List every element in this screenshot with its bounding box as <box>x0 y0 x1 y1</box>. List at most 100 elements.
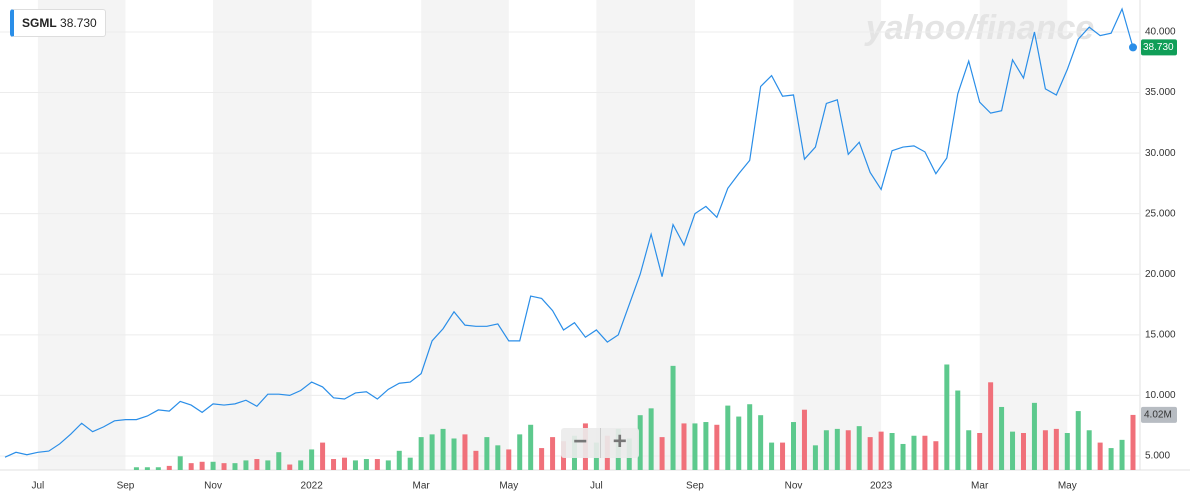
x-tick-label: May <box>1058 481 1077 492</box>
volume-bar <box>298 460 304 470</box>
volume-bar <box>133 467 139 470</box>
volume-bar <box>418 437 424 470</box>
volume-bar <box>1031 402 1037 470</box>
volume-bar <box>309 449 315 470</box>
volume-bar <box>232 463 238 470</box>
volume-bar <box>265 460 271 470</box>
volume-bar <box>144 467 150 470</box>
volume-bar <box>977 433 983 470</box>
x-tick-label: Nov <box>204 481 222 492</box>
volume-bar <box>1086 430 1092 470</box>
x-tick-label: Mar <box>413 481 431 492</box>
volume-bar <box>462 434 468 470</box>
volume-bar <box>1130 414 1136 470</box>
volume-bar <box>867 437 873 470</box>
volume-bar <box>736 416 742 470</box>
volume-bar <box>889 433 895 470</box>
volume-bar <box>878 431 884 470</box>
volume-bar <box>648 408 654 470</box>
background-band <box>213 0 312 470</box>
volume-bar <box>517 434 523 470</box>
background-band <box>596 0 695 470</box>
volume-bar <box>966 430 972 470</box>
volume-bar <box>451 438 457 470</box>
volume-bar <box>243 460 249 470</box>
volume-bar <box>758 415 764 470</box>
volume-bar <box>944 364 950 470</box>
x-tick-label: 2023 <box>870 481 893 492</box>
volume-bar <box>747 404 753 470</box>
background-band <box>421 0 509 470</box>
volume-bar <box>1053 428 1059 470</box>
volume-bar <box>856 426 862 470</box>
volume-bar <box>287 464 293 470</box>
zoom-controls: − + <box>561 428 639 458</box>
background-band <box>793 0 882 470</box>
y-tick-label: 10.000 <box>1145 390 1176 401</box>
volume-bar <box>440 428 446 470</box>
volume-bar <box>539 448 545 470</box>
y-tick-label: 5.000 <box>1145 451 1170 462</box>
volume-bar <box>988 382 994 470</box>
volume-bar <box>681 423 687 470</box>
x-tick-label: 2022 <box>301 481 324 492</box>
price-line <box>4 7 1134 458</box>
ticker-legend: SGML 38.730 <box>10 9 106 37</box>
y-tick-label: 20.000 <box>1145 269 1176 280</box>
volume-last-label: 4.02M <box>1144 410 1172 421</box>
volume-bar <box>385 460 391 470</box>
x-tick-label: Sep <box>117 481 135 492</box>
volume-bar <box>637 415 643 470</box>
volume-bar <box>199 461 205 470</box>
volume-bar <box>429 434 435 470</box>
price-label-box <box>1141 39 1177 56</box>
volume-bar <box>1108 448 1114 470</box>
volume-bar <box>670 365 676 470</box>
volume-bar <box>484 437 490 470</box>
volume-bar <box>188 463 194 470</box>
x-tick-label: Jul <box>31 481 44 492</box>
volume-bar <box>1010 431 1016 470</box>
zoom-in-button[interactable]: + <box>612 428 627 455</box>
volume-bar <box>166 465 172 470</box>
volume-bar <box>845 430 851 470</box>
volume-bar <box>692 423 698 470</box>
volume-bar <box>911 435 917 470</box>
volume-bar <box>1075 411 1081 470</box>
volume-bar <box>550 437 556 470</box>
background-band <box>37 0 126 470</box>
volume-bar <box>1020 433 1026 470</box>
zoom-out-button[interactable]: − <box>561 428 601 458</box>
volume-bar <box>922 435 928 470</box>
volume-bar <box>812 445 818 470</box>
volume-bar <box>1097 442 1103 470</box>
volume-bar <box>331 459 337 470</box>
ticker-symbol: SGML <box>22 16 57 30</box>
volume-bar <box>473 450 479 470</box>
x-tick-label: Sep <box>686 481 704 492</box>
volume-bar <box>900 443 906 470</box>
volume-bar <box>703 422 709 470</box>
volume-bar <box>714 424 720 470</box>
volume-bar <box>791 422 797 470</box>
ticker-price: 38.730 <box>60 16 97 30</box>
volume-bar <box>254 459 260 470</box>
x-tick-label: Mar <box>971 481 989 492</box>
y-tick-label: 40.000 <box>1145 27 1176 38</box>
volume-bar <box>341 457 347 470</box>
volume-bar <box>210 461 216 470</box>
volume-bar <box>396 450 402 470</box>
volume-bar <box>320 442 326 470</box>
x-tick-label: May <box>499 481 518 492</box>
volume-bar <box>177 456 183 470</box>
volume-bar <box>725 405 731 470</box>
y-tick-label: 15.000 <box>1145 329 1176 340</box>
volume-bar <box>1119 439 1125 470</box>
watermark: yahoo/finance <box>864 9 1095 47</box>
volume-bar <box>528 424 534 470</box>
volume-bar <box>933 441 939 470</box>
volume-label-box <box>1141 406 1177 423</box>
volume-bar <box>221 463 227 470</box>
volume-bar <box>780 442 786 470</box>
